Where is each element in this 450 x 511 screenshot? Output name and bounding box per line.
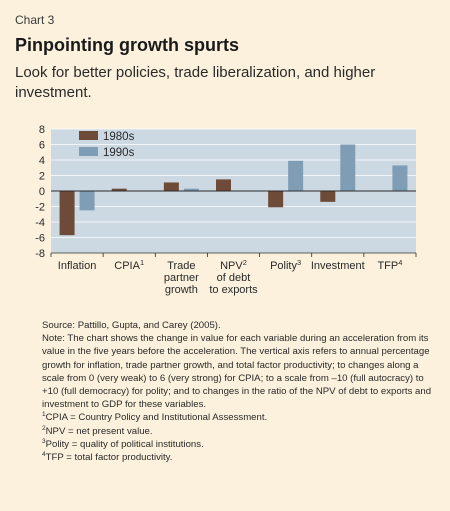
x-tick-label-line: partner — [164, 272, 199, 284]
source-note: Source: Pattillo, Gupta, and Carey (2005… — [42, 320, 221, 331]
y-tick-label: 4 — [39, 155, 45, 167]
legend-swatch-1990s — [79, 147, 98, 156]
x-tick-label-line: growth — [165, 284, 198, 296]
x-tick-label-line: Trade — [167, 260, 195, 272]
footnote-text: Polity = quality of political institutio… — [45, 438, 204, 450]
footnote-marker: 1 — [42, 411, 46, 419]
x-tick-label-superscript: 2 — [243, 258, 247, 267]
footnote-text: NPV = net present value. — [45, 425, 153, 437]
footnote-marker: 2 — [42, 424, 46, 432]
bar-1980s-2 — [163, 182, 179, 191]
legend-label: 1980s — [103, 131, 135, 143]
explanatory-note: Note: The chart shows the change in valu… — [42, 333, 432, 411]
bar-chart: 8 6 4 2 0 -2 -4 -6 -8 Inflation CPIA1 Tradepartnerg… — [35, 124, 417, 296]
footnote-text: TFP = total factor productivity. — [45, 452, 173, 464]
bar-1990s-2 — [183, 188, 199, 191]
y-tick-label: 2 — [39, 171, 45, 183]
x-tick-label-main: CPIA — [114, 260, 140, 272]
bar-1990s-4 — [288, 160, 304, 191]
x-tick-label: TFP4 — [377, 258, 402, 272]
y-tick-label: 8 — [39, 124, 45, 136]
footnote-marker: 4 — [42, 450, 46, 458]
x-tick-label: CPIA1 — [114, 258, 144, 272]
x-tick-label-main: NPV — [220, 260, 243, 272]
x-tick-label-main: Inflation — [58, 260, 97, 272]
x-tick-label-superscript: 1 — [140, 258, 144, 267]
footnote-marker: 3 — [42, 437, 46, 445]
y-tick-label: 0 — [39, 186, 45, 198]
y-tick-label: -8 — [35, 248, 45, 260]
x-tick-label-main: TFP — [377, 260, 398, 272]
x-tick-label: Investment — [311, 260, 365, 272]
x-tick-label: Inflation — [58, 260, 97, 272]
bar-1980s-0 — [59, 191, 75, 236]
x-tick-label-main: Polity — [270, 260, 297, 272]
x-tick-label-superscript: 3 — [297, 258, 301, 267]
footnote-text: CPIA = Country Policy and Institutional … — [45, 412, 268, 424]
x-tick-label-line: to exports — [209, 284, 258, 296]
footnote-4: 4TFP = total factor productivity. — [28, 451, 433, 464]
chart-notes: Source: Pattillo, Gupta, and Carey (2005… — [28, 319, 433, 464]
x-tick-label-main: Investment — [311, 260, 365, 272]
chart-number: Chart 3 — [15, 13, 55, 27]
bar-1990s-5 — [340, 144, 356, 191]
legend-label: 1990s — [103, 147, 135, 159]
x-tick-label-superscript: 4 — [398, 258, 402, 267]
chart-area: 8 6 4 2 0 -2 -4 -6 -8 Inflation CPIA1 Trade partner g… — [0, 118, 450, 308]
x-tick-label: Polity3 — [270, 258, 301, 272]
bar-1990s-0 — [79, 191, 95, 211]
chart-subtitle: Look for better policies, trade liberali… — [15, 64, 376, 101]
bar-1980s-5 — [320, 191, 336, 202]
legend-swatch-1980s — [79, 131, 98, 140]
footnote-1: 1CPIA = Country Policy and Institutional… — [28, 411, 433, 424]
x-tick-label: NPV2 — [220, 258, 247, 272]
bar-1980s-4 — [268, 191, 284, 208]
footnote-2: 2NPV = net present value. — [28, 425, 433, 438]
y-tick-label: -6 — [35, 233, 45, 245]
bar-1980s-3 — [216, 179, 231, 191]
y-tick-label: 6 — [39, 140, 45, 152]
x-tick-label-line: of debt — [217, 272, 251, 284]
footnote-3: 3Polity = quality of political instituti… — [28, 438, 433, 451]
footnotes-list: 1CPIA = Country Policy and Institutional… — [28, 411, 433, 464]
bar-1980s-1 — [111, 188, 127, 191]
y-tick-label: -2 — [35, 202, 45, 214]
y-tick-label: -4 — [35, 217, 45, 229]
chart-title: Pinpointing growth spurts — [15, 35, 239, 55]
bar-1990s-6 — [392, 165, 408, 191]
